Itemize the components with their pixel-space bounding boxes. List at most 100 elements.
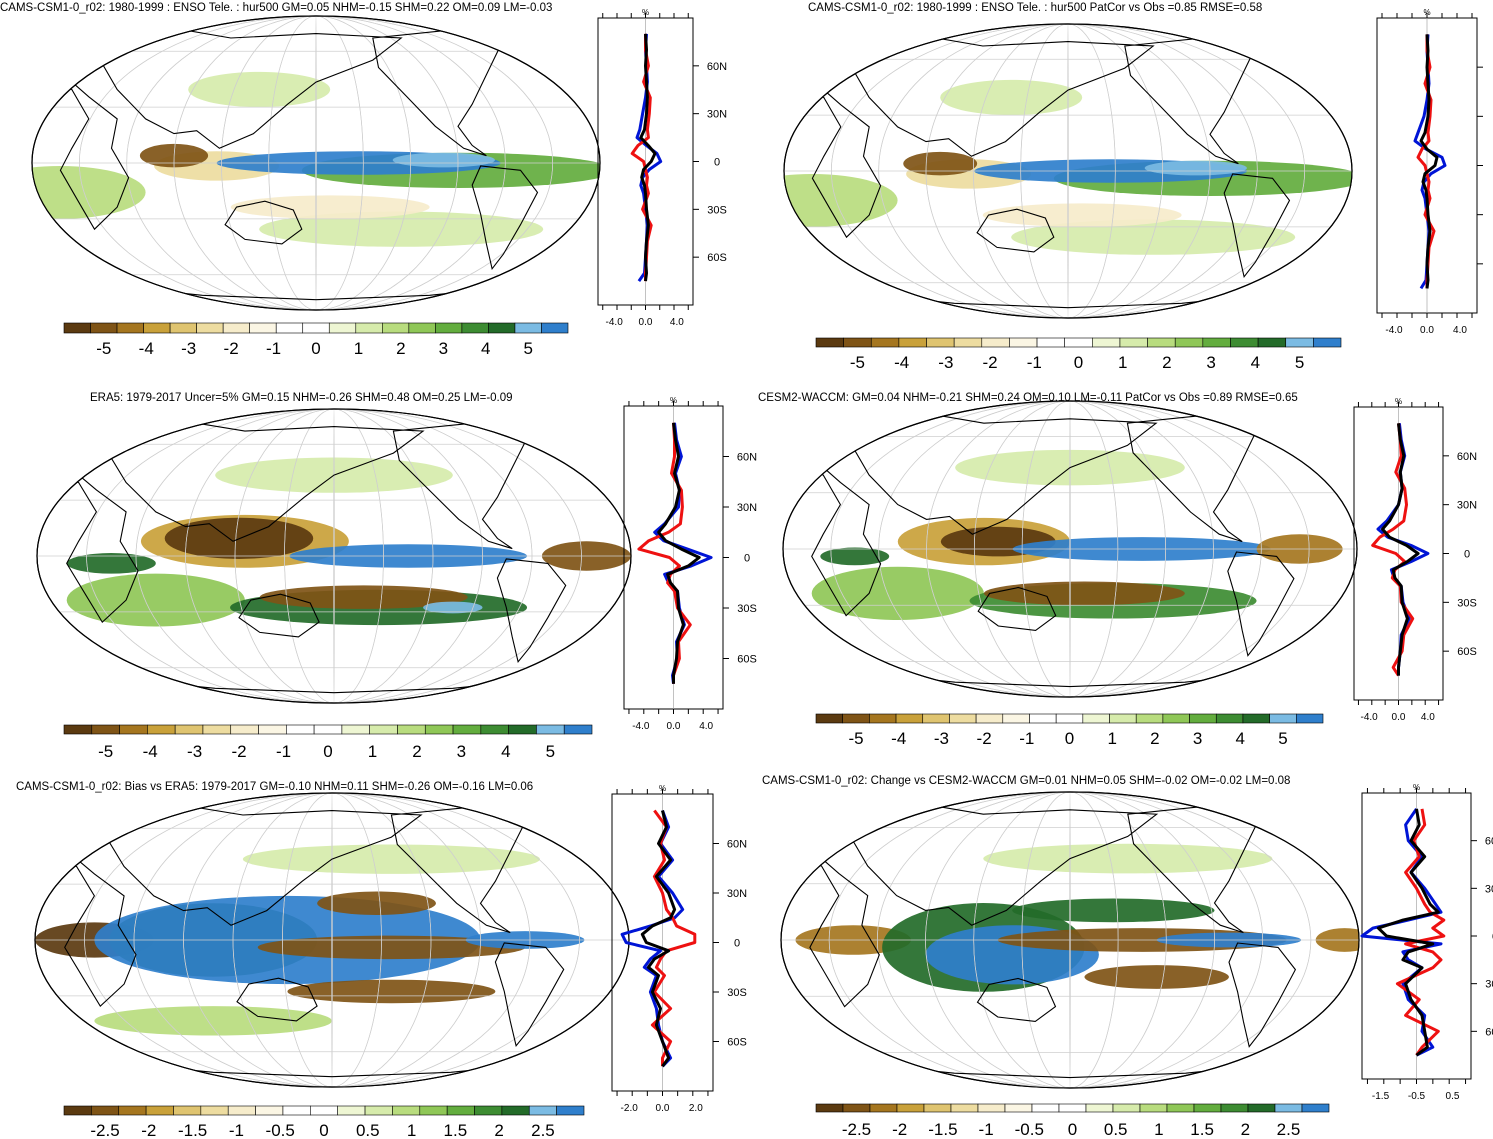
- colorbar-box: [898, 337, 927, 348]
- graticule-meridian: [876, 792, 1264, 1088]
- field-anomaly: [230, 195, 430, 219]
- coastline-australia: [236, 977, 318, 1022]
- colorbar-box: [1119, 337, 1148, 348]
- field-anomaly: [903, 151, 978, 176]
- colorbar-tick-label: -3: [934, 729, 949, 748]
- colorbar-box: [1242, 713, 1270, 724]
- colorbar-box: [419, 1105, 448, 1116]
- profile-x-tick-label: 0.0: [1392, 712, 1406, 723]
- graticule-meridian: [284, 409, 384, 703]
- colorbar-box: [1296, 713, 1324, 724]
- colorbar-box: [1274, 1103, 1303, 1113]
- colorbar-box: [480, 724, 509, 735]
- colorbar-box: [302, 322, 330, 334]
- colorbar-box: [981, 337, 1010, 348]
- profile-series-red: [1395, 808, 1446, 1057]
- graticule-meridian: [1021, 401, 1119, 697]
- graticule-meridian: [925, 24, 1211, 318]
- colorbar-tick-label: 5: [1278, 729, 1287, 748]
- colorbar-tick-label: -2: [892, 1120, 907, 1139]
- profile-lat-label: 0: [734, 938, 740, 950]
- coastline-eurasia: [105, 799, 423, 926]
- colorbar-box: [119, 724, 148, 735]
- colorbar-box: [202, 724, 232, 735]
- coastline-africa: [41, 464, 139, 623]
- coastline-samerica: [471, 165, 539, 271]
- graticule-meridian: [220, 16, 412, 310]
- colorbar-box: [1036, 337, 1065, 348]
- graticule-meridian: [878, 401, 1262, 697]
- map-field: [32, 16, 600, 310]
- colorbar-tick-label: -1: [229, 1121, 244, 1139]
- profile-series-black: [1419, 34, 1439, 289]
- profile-x-tick-label: 4.0: [1453, 325, 1467, 336]
- profile-lat-label: 60N: [737, 452, 757, 464]
- coastline-africa: [786, 456, 882, 617]
- colorbar-tick-label: 3: [1193, 729, 1202, 748]
- profile-series-black: [639, 33, 657, 282]
- colorbar-tick-label: 3: [457, 742, 466, 761]
- colorbar-box: [815, 713, 843, 724]
- graticule-meridian: [925, 792, 1215, 1088]
- coastline-australia: [238, 593, 320, 638]
- colorbar-tick-label: 3: [439, 339, 448, 358]
- colorbar-tick-label: 1: [1154, 1120, 1163, 1139]
- colorbar-tick-label: -2.5: [90, 1121, 119, 1139]
- colorbar-box: [446, 1105, 475, 1116]
- colorbar-box: [90, 322, 118, 334]
- profile-plot: % -4.0 0.0 4.0 60N 30N 0 30S 60S: [597, 8, 727, 328]
- colorbar-tick-label: 0: [1065, 729, 1074, 748]
- colorbar-box: [1029, 713, 1057, 724]
- graticule-meridian: [315, 16, 317, 310]
- map-border: [780, 791, 1360, 1089]
- colorbar-box: [953, 337, 983, 348]
- graticule-meridian: [126, 16, 506, 310]
- colorbar-tick-label: 4: [501, 742, 510, 761]
- colorbar-box: [1135, 713, 1164, 724]
- colorbar-box: [1230, 337, 1259, 348]
- colorbar-box: [1109, 713, 1137, 724]
- field-anomaly: [259, 585, 468, 609]
- graticule-meridian: [1020, 24, 1116, 318]
- profile-lat-label: 30N: [727, 888, 747, 900]
- colorbar-tick-label: 1: [368, 742, 377, 761]
- colorbar-box: [328, 322, 357, 334]
- colorbar-box: [1301, 1103, 1330, 1113]
- colorbar-box: [1285, 337, 1314, 348]
- colorbar-box: [1139, 1103, 1168, 1113]
- panel-title: CAMS-CSM1-0_r02: Bias vs ERA5: 1979-2017…: [16, 781, 533, 793]
- field-anomaly: [66, 553, 156, 574]
- profile-lat-label: 30N: [737, 502, 757, 514]
- profile-series-blue: [620, 809, 685, 1068]
- profile-lat-label: 30S: [727, 987, 747, 999]
- map-border: [783, 23, 1353, 319]
- profile-plot: % -2.0 0.0 2.0 60N 30N 0 30S 60S: [611, 784, 747, 1114]
- colorbar-tick-label: 5: [1295, 353, 1304, 372]
- colorbar-tick-label: -1: [266, 339, 281, 358]
- graticule-meridian: [830, 24, 1306, 318]
- field-anomaly: [983, 843, 1273, 874]
- colorbar-box: [258, 724, 287, 735]
- profile-x-tick-label: 4.0: [670, 317, 684, 328]
- colorbar-box: [1166, 1103, 1195, 1113]
- colorbar-box: [1058, 1103, 1087, 1113]
- profile-unit-label: %: [1413, 783, 1420, 792]
- colorbar-box: [842, 713, 870, 724]
- colorbar-box: [977, 1103, 1006, 1113]
- profile-plot: % -1.5 -0.5 0.5 60N 30N 0 30S 60S: [1360, 783, 1493, 1102]
- field-anomaly: [784, 173, 898, 227]
- colorbar-box: [528, 1105, 557, 1116]
- map-border: [34, 792, 630, 1088]
- profile-series-blue: [1360, 808, 1443, 1057]
- field-anomaly: [820, 547, 890, 566]
- profile-series-blue: [635, 33, 663, 282]
- colorbar-box: [275, 322, 304, 334]
- graticule-meridian: [972, 24, 1164, 318]
- colorbar-box: [1147, 337, 1176, 348]
- profile-x-tick-label: -4.0: [1385, 325, 1403, 336]
- colorbar-tick-label: 1: [354, 339, 363, 358]
- coastline-africa: [39, 848, 137, 1007]
- profile-plot: % -4.0 0.0 4.0 60N 30N 0 30S 60S: [1353, 397, 1477, 723]
- colorbar-box: [1055, 713, 1084, 724]
